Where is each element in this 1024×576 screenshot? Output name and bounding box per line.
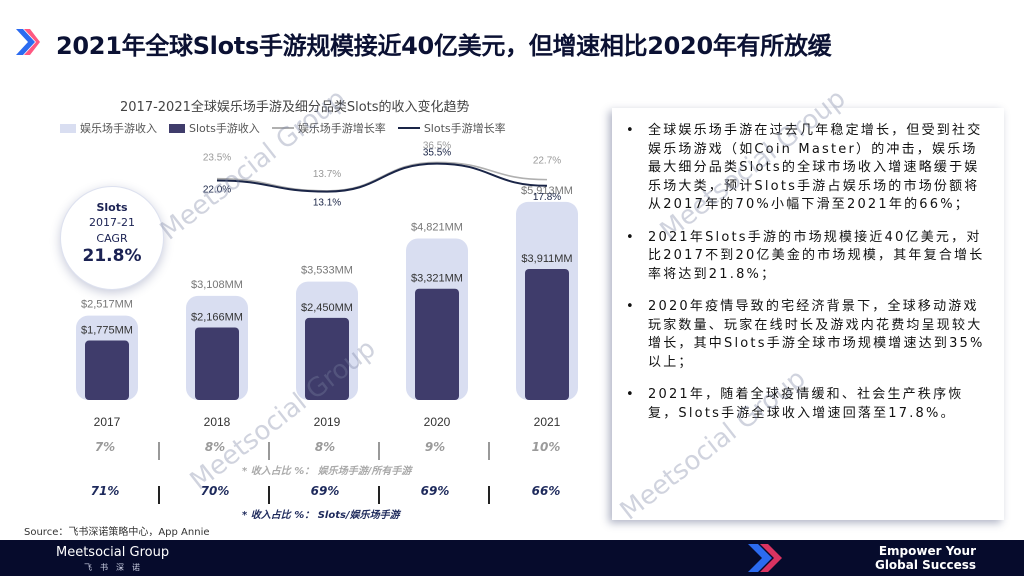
legend-label: Slots手游增长率: [423, 122, 506, 135]
slots-revenue-bar: [195, 327, 239, 400]
cagr-period: 2017-21: [89, 216, 135, 229]
slots-revenue-bar: [415, 288, 459, 400]
x-axis-tick: 2020: [424, 415, 451, 429]
chart-legend: 娱乐场手游收入 Slots手游收入 娱乐场手游增长率 Slots手游增长率: [60, 120, 506, 136]
divider: [378, 486, 380, 504]
casino-value-label: $3,533MM: [301, 265, 353, 277]
slots-value-label: $3,911MM: [521, 253, 572, 265]
legend-item-slots-growth: Slots手游增长率: [397, 120, 506, 136]
slots-value-label: $3,321MM: [411, 273, 463, 285]
slots-revenue-bar: [305, 317, 349, 400]
cagr-value: 21.8%: [82, 246, 142, 266]
divider: [158, 486, 160, 504]
footer-logo-icon: [748, 544, 782, 572]
share-cell: 8%: [204, 440, 226, 454]
legend-item-casino-growth: 娱乐场手游增长率: [271, 120, 386, 136]
share-cell: 66%: [531, 484, 561, 498]
slots-growth-line: [216, 162, 548, 193]
casino-value-label: $5,913MM: [521, 185, 573, 197]
share-cell: 70%: [200, 484, 230, 498]
share-note-casino: * 收入占比 %： 娱乐场手游/所有手游: [242, 466, 412, 477]
x-axis-tick: 2019: [314, 415, 341, 429]
share-cell: 8%: [314, 440, 336, 454]
share-row-slots: 71% 70% 69% 69% 66%: [60, 484, 600, 508]
share-cell: 69%: [310, 484, 340, 498]
cagr-metric: CAGR: [96, 232, 128, 245]
tagline-line: Empower Your: [878, 544, 976, 558]
slots-revenue-bar: [525, 268, 569, 400]
slots-value-label: $1,775MM: [81, 325, 133, 337]
legend-label: Slots手游收入: [189, 122, 260, 135]
insight-list: 全球娱乐场手游在过去几年稳定增长，但受到社交娱乐场游戏（如Coin Master…: [612, 108, 1004, 423]
footer-tagline: Empower Your Global Success: [875, 544, 976, 572]
divider: [378, 442, 380, 460]
slots-revenue-bar: [85, 340, 129, 400]
divider: [268, 486, 270, 504]
insight-item: 2021年，随着全球疫情缓和、社会生产秩序恢复，Slots手游全球收入增速回落至…: [624, 386, 990, 423]
slots-growth-label: 35.5%: [423, 148, 451, 159]
share-cell: 9%: [424, 440, 446, 454]
slots-growth-label: 17.8%: [533, 192, 561, 203]
share-cell: 10%: [531, 440, 561, 454]
x-axis-tick: 2017: [94, 415, 121, 429]
casino-value-label: $3,108MM: [191, 279, 243, 291]
insight-item: 2021年Slots手游的市场规模接近40亿美元，对比2017不到20亿美金的市…: [624, 229, 990, 285]
slots-growth-label: 13.1%: [313, 198, 341, 209]
revenue-chart: $2,517MM $1,775MM 2017 $3,108MM $2,166MM 2018…: [76, 140, 578, 429]
casino-growth-label: 22.7%: [533, 156, 561, 167]
cagr-label: Slots: [96, 201, 128, 214]
footer-brand: Meetsocial Group: [56, 545, 170, 560]
footer-bar: Meetsocial Group 飞书深诺 Empower Your Globa…: [0, 540, 1024, 576]
insight-item: 全球娱乐场手游在过去几年稳定增长，但受到社交娱乐场游戏（如Coin Master…: [624, 122, 990, 215]
share-row-casino: 7% 8% 8% 9% 10%: [60, 440, 600, 464]
tagline-line: Global Success: [874, 558, 976, 572]
casino-growth-label: 13.7%: [313, 169, 341, 180]
x-axis-tick: 2021: [534, 415, 561, 429]
divider: [268, 442, 270, 460]
legend-item-slots: Slots手游收入: [169, 120, 260, 136]
casino-value-label: $4,821MM: [411, 221, 463, 233]
casino-value-label: $2,517MM: [81, 299, 133, 311]
share-cell: 71%: [90, 484, 120, 498]
chart-title: 2017-2021全球娱乐场手游及细分品类Slots的收入变化趋势: [120, 100, 470, 115]
divider: [488, 486, 490, 504]
source-note: Source：飞书深诺策略中心，App Annie: [24, 527, 210, 538]
insight-item: 2020年疫情导致的宅经济背景下，全球移动游戏玩家数量、玩家在线时长及游戏内花费…: [624, 298, 990, 372]
footer-brand-sub: 飞书深诺: [84, 563, 148, 572]
legend-item-casino: 娱乐场手游收入: [60, 120, 157, 136]
slots-growth-label: 22.0%: [203, 185, 231, 196]
legend-label: 娱乐场手游增长率: [297, 122, 386, 135]
casino-growth-label: 36.5%: [423, 140, 451, 151]
brand-logo-icon: [16, 29, 40, 55]
insight-panel: 全球娱乐场手游在过去几年稳定增长，但受到社交娱乐场游戏（如Coin Master…: [612, 108, 1004, 520]
share-cell: 69%: [420, 484, 450, 498]
share-note-slots: * 收入占比 %： Slots/娱乐场手游: [242, 510, 400, 521]
divider: [488, 442, 490, 460]
share-cell: 7%: [94, 440, 116, 454]
casino-growth-label: 23.5%: [203, 153, 231, 164]
legend-label: 娱乐场手游收入: [80, 122, 157, 135]
divider: [158, 442, 160, 460]
x-axis-tick: 2018: [204, 415, 231, 429]
slots-value-label: $2,450MM: [301, 302, 353, 314]
page-title: 2021年全球Slots手游规模接近40亿美元，但增速相比2020年有所放缓: [56, 32, 832, 60]
slots-value-label: $2,166MM: [191, 311, 243, 323]
cagr-badge: Slots 2017-21 CAGR 21.8%: [60, 186, 164, 290]
